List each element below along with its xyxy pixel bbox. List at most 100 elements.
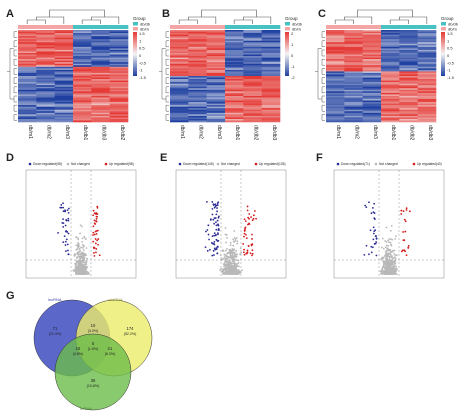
group-legend-label: db/db [292,22,303,27]
heatmap-cell [362,85,382,88]
heatmap-cell [36,71,55,74]
heatmap-cell [188,40,207,43]
heatmap-cell [206,54,226,57]
point-not-changed [234,270,237,273]
heatmap-cell [91,118,110,121]
heatmap-cell [91,60,110,63]
heatmap-cell [225,120,244,123]
heatmap-cell [326,56,345,58]
heatmap-cell [73,62,92,65]
heatmap-cell [417,97,437,100]
point-not-changed [380,272,383,275]
heatmap-cell [109,91,129,94]
point-up-regulated [243,232,246,235]
group-legend-swatch [133,27,138,31]
heatmap-cell [399,65,418,68]
heatmap-cell [36,68,55,71]
point-not-changed [388,248,391,251]
point-down-regulated [209,248,211,251]
heatmap-cell [73,54,92,57]
point-not-changed [229,241,232,244]
dendro-branch [26,16,65,24]
heatmap-cell [225,118,244,121]
heatmap-cell [206,76,226,78]
heatmap-cell [73,109,92,112]
point-up-regulated [253,210,256,212]
group-bar-cell [344,25,363,29]
heatmap-cell [170,48,189,51]
point-not-changed [380,257,383,260]
heatmap-cell [417,69,437,72]
point-up-regulated [93,254,96,257]
heatmap-cell [18,72,37,75]
point-not-changed [82,272,85,275]
group-bar-cell [362,25,382,29]
heatmap-cell [18,45,37,48]
point-up-regulated [96,213,99,215]
heatmap-cell [109,72,129,75]
dendro-branch [334,16,373,24]
heatmap-cell [261,83,281,86]
venn-region-percent: (3.0%) [88,329,99,333]
point-down-regulated [212,218,215,221]
heatmap-cell [36,117,55,120]
heatmap-cell [344,71,363,74]
point-not-changed [79,232,81,235]
heatmap-cell [225,40,244,43]
point-up-regulated [245,252,248,255]
heatmap-cell [170,103,189,106]
heatmap-cell [91,57,110,60]
sample-label: db/db3 [271,125,277,141]
point-not-changed [73,254,76,257]
point-down-regulated [62,202,65,205]
point-up-regulated [252,217,255,220]
point-down-regulated [370,251,373,254]
heatmap-cell [54,86,74,89]
heatmap-cell [206,82,226,84]
heatmap-cell [344,89,363,92]
dendro-branch [165,95,169,103]
heatmap-cell [344,30,363,32]
point-down-regulated [365,206,368,209]
sample-label: db/db1 [390,125,396,141]
heatmap-cell [54,54,74,57]
heatmap-cell [344,66,363,69]
heatmap-cell [206,92,226,95]
heatmap-cell [91,94,110,97]
point-not-changed [88,273,91,275]
heatmap-cell [188,43,207,46]
heatmap-cell [91,42,110,45]
heatmap-cell [326,117,345,120]
row-dendrogram [315,31,325,121]
heatmap-cell [417,34,437,37]
heatmap-cell [326,88,345,91]
point-not-changed [227,261,229,264]
point-not-changed [82,249,85,252]
heatmap-cell [109,33,129,35]
heatmap-cell [18,76,37,78]
heatmap-cell [243,45,262,48]
venn-circle-mrna [54,333,132,411]
heatmap-cell [109,108,129,111]
heatmap-cell [109,57,129,60]
heatmap-cell [206,83,226,86]
heatmap-cell [243,112,262,115]
heatmap-cell [225,54,244,57]
point-not-changed [221,271,223,273]
heatmap-cell [109,65,129,68]
heatmap-cell [362,43,382,46]
heatmap-cell [73,56,92,58]
point-not-changed [221,258,224,261]
heatmap-cell [381,76,400,78]
heatmap-cell [54,69,74,72]
point-down-regulated [207,233,210,236]
dendro-branch [13,31,17,38]
heatmap-cell [36,33,55,35]
heatmap-cell [417,65,437,68]
heatmap-cell [206,45,226,48]
group-bar-cell [326,25,345,29]
heatmap-cell [261,51,281,54]
heatmap-cell [243,69,262,72]
legend-marker [412,162,416,166]
heatmap-cell [344,40,363,43]
